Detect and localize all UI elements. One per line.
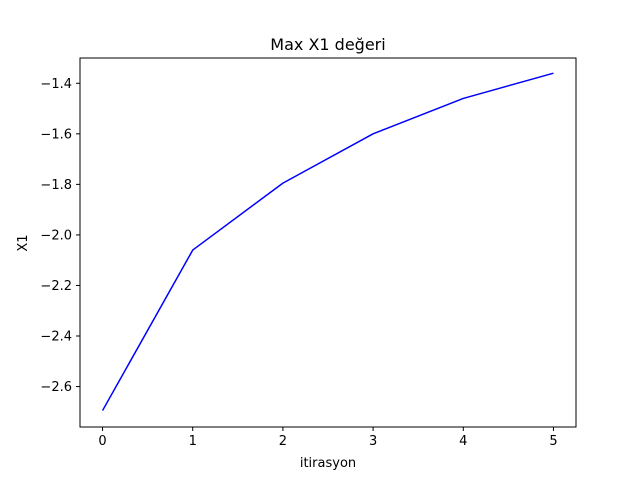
x-tick-label: 4	[459, 434, 467, 449]
x-tick-label: 0	[98, 434, 106, 449]
x-axis-label: itirasyon	[300, 456, 356, 471]
x-tick-label: 1	[189, 434, 197, 449]
y-tick-label: −2.0	[40, 228, 72, 243]
x-tick-label: 5	[549, 434, 557, 449]
y-tick-label: −1.4	[40, 77, 72, 92]
series-line-0	[101, 72, 554, 411]
plot-area: 0 1 2 3 4 5 −2.6 −2.4 −2.2 −2.0 −1.8 −1.6 −1.4	[40, 57, 577, 449]
x-tick-label: 3	[369, 434, 377, 449]
y-axis-label: X1	[16, 234, 31, 251]
plot-frame	[79, 57, 577, 428]
chart-title: Max X1 değeri	[270, 35, 385, 54]
x-tick-label: 2	[279, 434, 287, 449]
y-tick-label: −2.2	[40, 279, 72, 294]
y-tick-label: −1.8	[40, 178, 72, 193]
y-tick-label: −2.4	[40, 330, 72, 345]
y-tick-label: −1.6	[40, 127, 72, 142]
y-tick-label: −2.6	[40, 380, 72, 395]
